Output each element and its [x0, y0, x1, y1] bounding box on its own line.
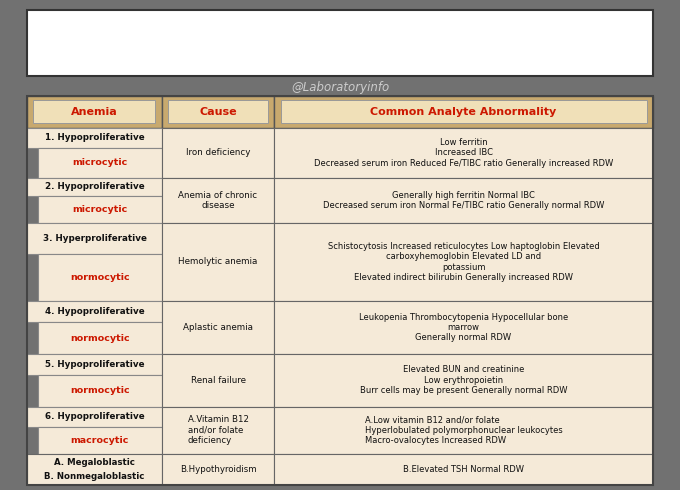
Bar	[38, 148, 162, 178]
Text: Common types of anemias: Common types of anemias	[39, 28, 494, 57]
Bar	[168, 100, 268, 123]
Bar	[274, 407, 653, 454]
Text: Low ferritin
Increased IBC
Decreased serum iron Reduced Fe/TIBC ratio Generally : Low ferritin Increased IBC Decreased ser…	[314, 138, 613, 168]
Bar	[38, 322, 162, 354]
Bar	[162, 301, 274, 354]
Text: microcytic: microcytic	[72, 205, 127, 214]
Bar	[274, 96, 653, 128]
Text: Elevated BUN and creatinine
Low erythropoietin
Burr cells may be present General: Elevated BUN and creatinine Low erythrop…	[360, 366, 567, 395]
Text: normocytic: normocytic	[70, 334, 130, 343]
Bar	[27, 223, 162, 254]
Text: Common types of: Common types of	[44, 29, 340, 57]
Bar	[27, 178, 162, 196]
Bar	[274, 223, 653, 301]
Text: A. Megaloblastic: A. Megaloblastic	[54, 458, 135, 467]
Text: @Laboratoryinfo: @Laboratoryinfo	[291, 81, 389, 94]
Bar	[27, 96, 162, 128]
Text: Schistocytosis Increased reticulocytes Low haptoglobin Elevated
carboxyhemoglobi: Schistocytosis Increased reticulocytes L…	[328, 242, 600, 282]
Bar	[162, 96, 274, 128]
Bar	[38, 254, 162, 301]
Bar	[38, 196, 162, 223]
Text: Aplastic anemia: Aplastic anemia	[183, 323, 253, 332]
Bar	[274, 354, 653, 407]
Text: Anemia: Anemia	[71, 107, 118, 117]
Text: Leukopenia Thrombocytopenia Hypocellular bone
marrow
Generally normal RDW: Leukopenia Thrombocytopenia Hypocellular…	[359, 313, 568, 343]
Bar	[27, 407, 162, 426]
Text: 1. Hypoproliferative: 1. Hypoproliferative	[45, 133, 144, 143]
Text: B.Elevated TSH Normal RDW: B.Elevated TSH Normal RDW	[403, 465, 524, 474]
Bar	[27, 354, 162, 375]
Bar	[38, 426, 162, 454]
Bar	[162, 223, 274, 301]
Text: Generally high ferritin Normal IBC
Decreased serum iron Normal Fe/TIBC ratio Gen: Generally high ferritin Normal IBC Decre…	[323, 191, 605, 210]
Bar	[274, 454, 653, 485]
Text: B.Hypothyroidism: B.Hypothyroidism	[180, 465, 256, 474]
Bar	[281, 100, 647, 123]
Bar	[162, 178, 274, 223]
Text: anemias: anemias	[340, 29, 477, 57]
Text: Common Analyte Abnormality: Common Analyte Abnormality	[371, 107, 557, 117]
Bar	[274, 178, 653, 223]
Bar	[274, 128, 653, 178]
Text: 6. Hypoproliferative: 6. Hypoproliferative	[45, 412, 144, 421]
Bar	[274, 301, 653, 354]
Bar	[33, 100, 156, 123]
Text: normocytic: normocytic	[70, 387, 130, 395]
Text: Cause: Cause	[199, 107, 237, 117]
Bar	[162, 454, 274, 485]
Text: 2. Hypoproliferative: 2. Hypoproliferative	[45, 182, 144, 192]
Bar	[162, 128, 274, 178]
Bar	[27, 454, 162, 485]
Text: microcytic: microcytic	[72, 158, 127, 168]
Text: normocytic: normocytic	[70, 273, 130, 282]
Bar	[27, 301, 162, 322]
Text: B. Nonmegaloblastic: B. Nonmegaloblastic	[44, 472, 145, 481]
Text: A.Low vitamin B12 and/or folate
Hyperlobulated polymorphonuclear leukocytes
Macr: A.Low vitamin B12 and/or folate Hyperlob…	[364, 416, 562, 445]
Text: Hemolytic anemia: Hemolytic anemia	[178, 257, 258, 267]
Bar	[27, 128, 162, 148]
Text: 5. Hypoproliferative: 5. Hypoproliferative	[45, 360, 144, 369]
Bar	[38, 375, 162, 407]
Text: Renal failure: Renal failure	[190, 376, 245, 385]
Text: 4. Hypoproliferative: 4. Hypoproliferative	[45, 307, 144, 316]
Text: Iron deficiency: Iron deficiency	[186, 148, 250, 157]
Text: A.Vitamin B12
and/or folate
deficiency: A.Vitamin B12 and/or folate deficiency	[188, 416, 248, 445]
Text: Anemia of chronic
disease: Anemia of chronic disease	[178, 191, 258, 210]
Bar	[162, 407, 274, 454]
Text: macrocytic: macrocytic	[71, 436, 129, 444]
Text: 3. Hyperproliferative: 3. Hyperproliferative	[43, 234, 146, 243]
Bar	[162, 354, 274, 407]
